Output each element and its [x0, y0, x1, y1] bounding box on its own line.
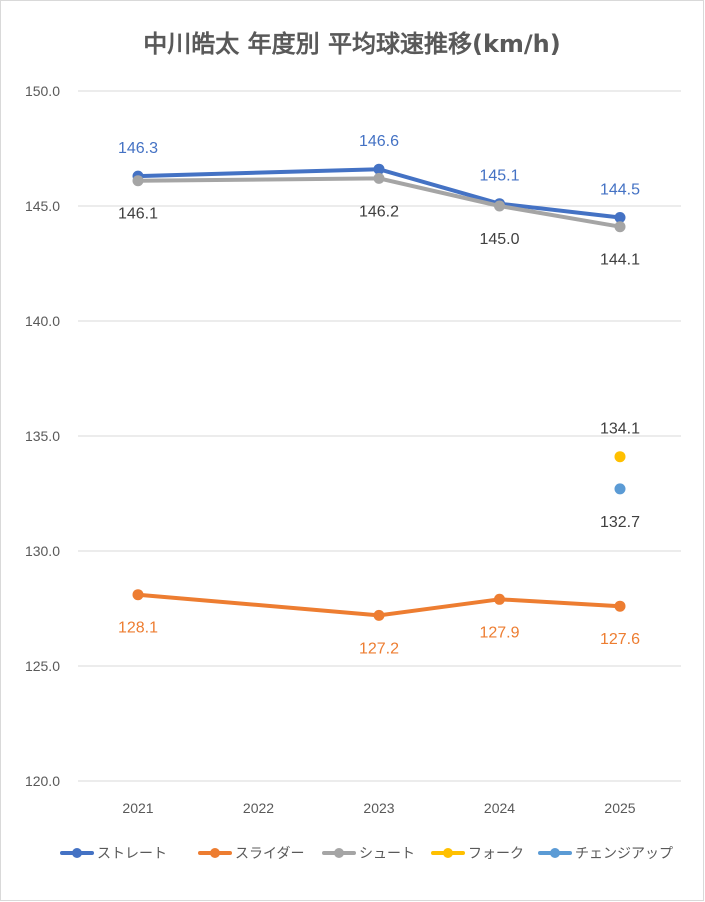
data-point — [132, 589, 144, 601]
legend-item: フォーク — [431, 846, 524, 862]
x-axis-ticks: 2021 2022 2023 2024 2025 — [122, 800, 635, 816]
legend-swatch-marker — [334, 848, 344, 858]
y-tick-label: 130.0 — [25, 543, 60, 559]
data-point — [614, 483, 626, 495]
data-labels: 146.3 146.6 145.1 144.5 128.1 127.2 127.9 127.6… — [118, 133, 640, 657]
legend-swatch-marker — [72, 848, 82, 858]
data-point — [132, 175, 144, 187]
legend-label: チェンジアップ — [575, 846, 673, 862]
data-label: 127.9 — [479, 624, 519, 641]
legend-item: スライダー — [198, 846, 304, 862]
data-label: 128.1 — [118, 620, 158, 637]
y-tick-label: 125.0 — [25, 658, 60, 674]
data-label: 132.7 — [600, 514, 640, 531]
data-label: 145.1 — [479, 168, 519, 185]
data-label: 127.6 — [600, 631, 640, 648]
y-tick-label: 145.0 — [25, 198, 60, 214]
series-5 — [614, 483, 626, 495]
y-tick-label: 135.0 — [25, 428, 60, 444]
data-label: 146.3 — [118, 140, 158, 157]
legend-label: ストレート — [97, 846, 167, 862]
legend-label: フォーク — [468, 846, 524, 862]
data-point — [373, 172, 385, 184]
data-point — [614, 600, 626, 612]
series-group — [132, 163, 626, 621]
series-line — [136, 592, 622, 618]
data-label: 146.2 — [359, 203, 399, 220]
series-2 — [132, 589, 626, 621]
legend: ストレート スライダー シュート フォーク チェンジアップ — [60, 846, 673, 862]
data-label: 127.2 — [359, 640, 399, 657]
legend-label: シュート — [359, 846, 415, 862]
legend-label: スライダー — [235, 846, 304, 862]
data-point — [494, 593, 505, 605]
legend-item: シュート — [322, 846, 415, 862]
x-tick-label: 2024 — [484, 800, 515, 816]
x-tick-label: 2022 — [243, 800, 274, 816]
data-label: 144.1 — [600, 252, 640, 269]
y-axis-ticks: 120.0 125.0 130.0 135.0 140.0 145.0 150.0 — [25, 83, 60, 789]
y-tick-label: 120.0 — [25, 773, 60, 789]
data-point — [614, 212, 626, 223]
legend-item: ストレート — [60, 846, 167, 862]
legend-swatch-marker — [210, 848, 220, 858]
data-label: 144.5 — [600, 182, 640, 199]
data-point — [494, 200, 505, 212]
legend-swatch-marker — [443, 848, 453, 858]
data-label: 146.6 — [359, 133, 399, 150]
x-tick-label: 2025 — [604, 800, 635, 816]
x-tick-label: 2021 — [122, 800, 153, 816]
data-label: 145.0 — [479, 231, 519, 248]
data-point — [373, 609, 385, 621]
y-tick-label: 150.0 — [25, 83, 60, 99]
data-point — [614, 221, 626, 233]
data-label: 146.1 — [118, 206, 158, 223]
data-label: 134.1 — [600, 421, 640, 438]
series-line — [136, 167, 622, 220]
series-3 — [132, 172, 626, 233]
series-line — [136, 176, 622, 229]
gridlines — [78, 90, 681, 782]
y-tick-label: 140.0 — [25, 313, 60, 329]
chart-title: 中川皓太 年度別 平均球速推移(km/h) — [143, 30, 560, 58]
series-4 — [614, 451, 626, 463]
data-point — [373, 163, 385, 175]
legend-item: チェンジアップ — [538, 846, 673, 862]
data-point — [614, 451, 626, 463]
x-tick-label: 2023 — [363, 800, 394, 816]
legend-swatch-marker — [550, 848, 560, 858]
